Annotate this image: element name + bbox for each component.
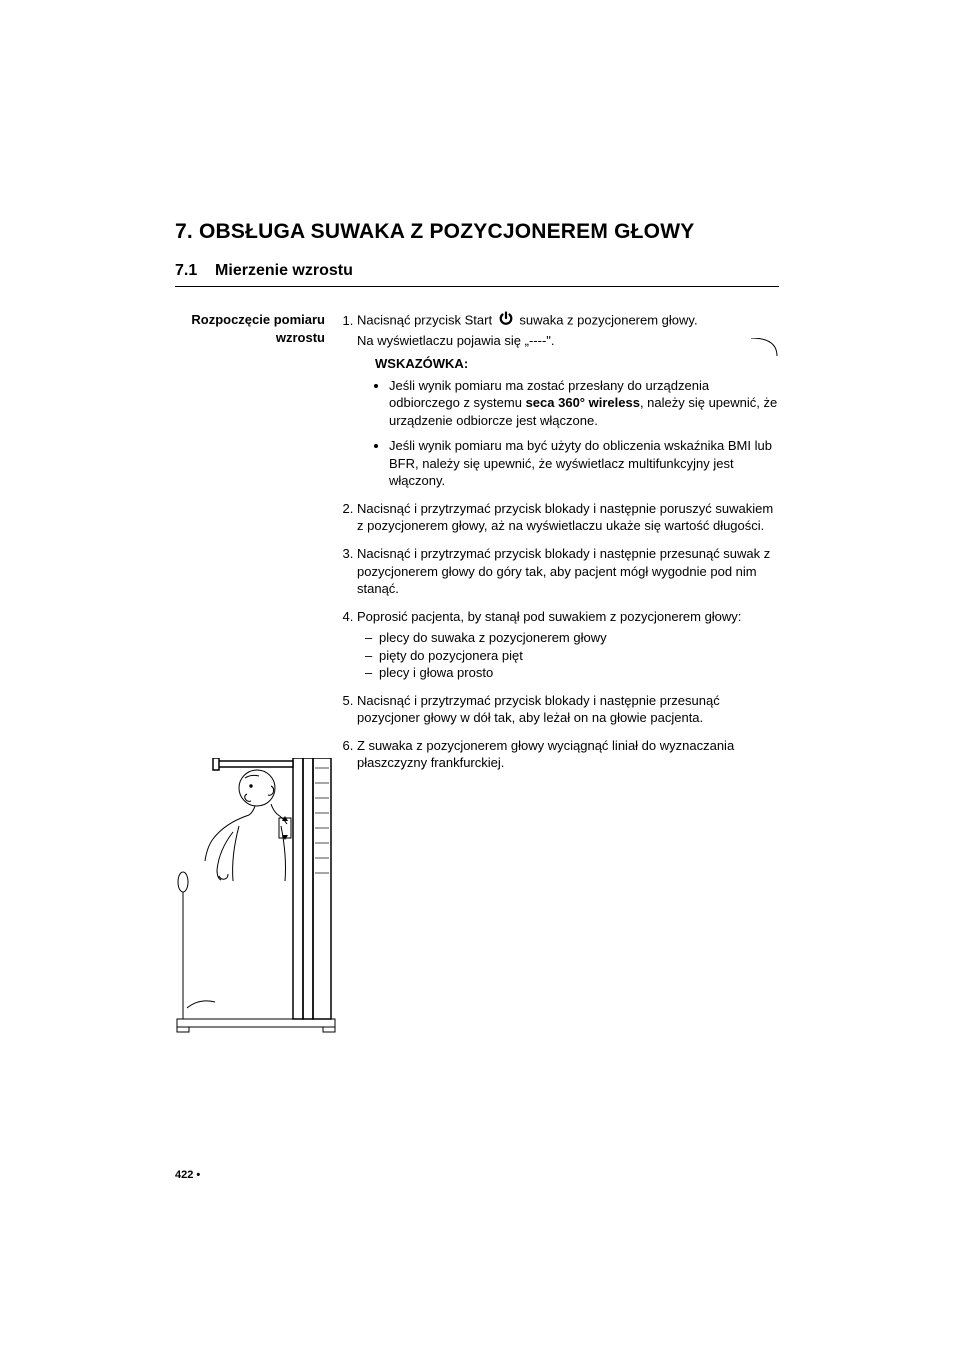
note-bullet-2: Jeśli wynik pomiaru ma być użyty do obli…	[389, 437, 779, 490]
page: 7. OBSŁUGA SUWAKA Z POZYCJONEREM GŁOWY 7…	[0, 0, 954, 1351]
height-measure-illustration	[175, 758, 340, 1038]
section-title: Mierzenie wzrostu	[215, 262, 353, 279]
corner-mark	[751, 338, 779, 358]
step-1: Nacisnąć przycisk Start suwaka z pozycjo…	[357, 311, 779, 490]
page-footer: 422 •	[175, 1169, 200, 1181]
step-5: Nacisnąć i przytrzymać przycisk blokady …	[357, 692, 779, 727]
side-title: Rozpoczęcie pomiaru wzrostu	[175, 311, 325, 346]
step-1-text-b: suwaka z pozycjonerem głowy.	[519, 313, 697, 328]
note-bullet-1: Jeśli wynik pomiaru ma zostać przesłany …	[389, 377, 779, 430]
side-title-line2: wzrostu	[276, 330, 325, 345]
chapter-title: OBSŁUGA SUWAKA Z POZYCJONEREM GŁOWY	[199, 220, 694, 243]
section-heading: 7.1 Mierzenie wzrostu	[175, 262, 779, 280]
chapter-number: 7.	[175, 220, 193, 243]
note-title: WSKAZÓWKA:	[375, 355, 779, 373]
chapter-heading: 7. OBSŁUGA SUWAKA Z POZYCJONEREM GŁOWY	[175, 220, 779, 244]
content-row: Rozpoczęcie pomiaru wzrostu Nacisnąć prz…	[175, 311, 779, 782]
step-4-sub-1: plecy do suwaka z pozycjonerem głowy	[379, 629, 779, 647]
step-4-sub-3: plecy i głowa prosto	[379, 664, 779, 682]
step-2: Nacisnąć i przytrzymać przycisk blokady …	[357, 500, 779, 535]
step-4-sub-2: pięty do pozycjonera pięt	[379, 647, 779, 665]
power-icon	[498, 311, 514, 332]
step-6: Z suwaka z pozycjonerem głowy wyciągnąć …	[357, 737, 779, 772]
section-number: 7.1	[175, 262, 197, 279]
step-1-text-a: Nacisnąć przycisk Start	[357, 313, 492, 328]
section-rule	[175, 286, 779, 287]
note-1-bold: seca 360° wireless	[526, 395, 640, 410]
note-block: WSKAZÓWKA: Jeśli wynik pomiaru ma zostać…	[375, 355, 779, 490]
step-3: Nacisnąć i przytrzymać przycisk blokady …	[357, 545, 779, 598]
step-4-text: Poprosić pacjenta, by stanął pod suwakie…	[357, 609, 741, 624]
step-1-text-c: Na wyświetlaczu pojawia się „----".	[357, 333, 555, 348]
note-bullets: Jeśli wynik pomiaru ma zostać przesłany …	[375, 377, 779, 490]
steps-list: Nacisnąć przycisk Start suwaka z pozycjo…	[335, 311, 779, 772]
step-4: Poprosić pacjenta, by stanął pod suwakie…	[357, 608, 779, 682]
left-column: Rozpoczęcie pomiaru wzrostu	[175, 311, 335, 782]
right-column: Nacisnąć przycisk Start suwaka z pozycjo…	[335, 311, 779, 782]
step-4-sublist: plecy do suwaka z pozycjonerem głowy pię…	[357, 629, 779, 682]
side-title-line1: Rozpoczęcie pomiaru	[191, 312, 325, 327]
